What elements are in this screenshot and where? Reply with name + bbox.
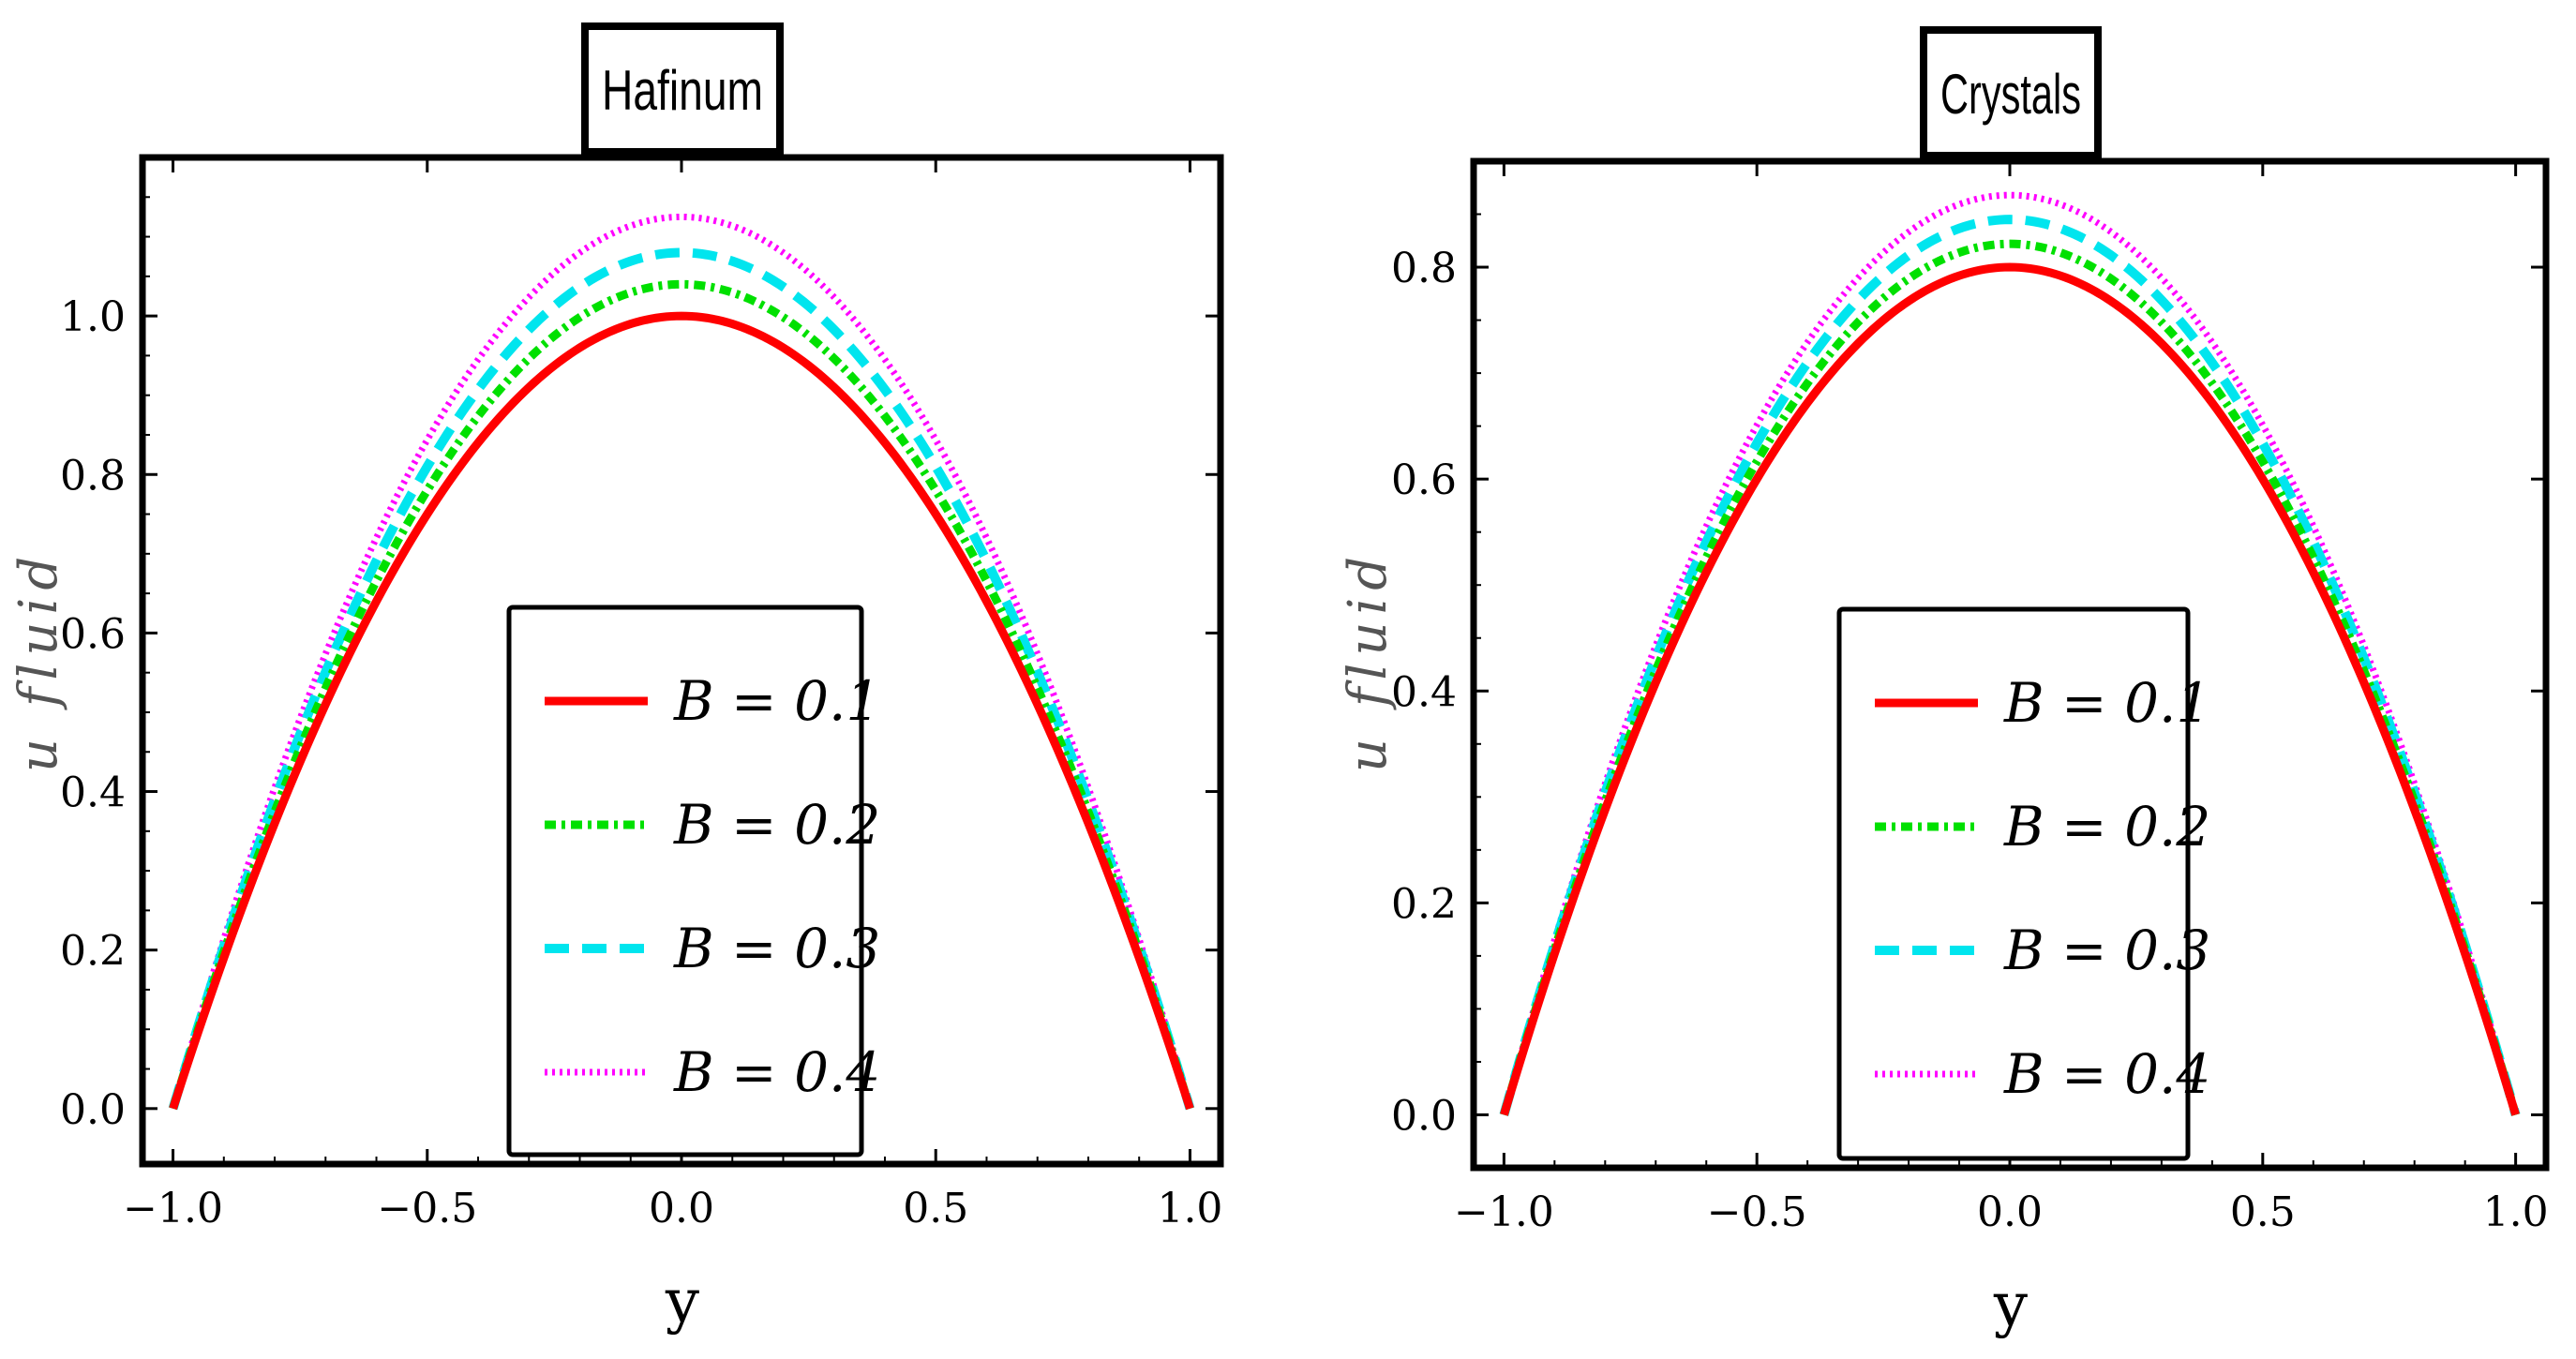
series-line-03 (1499, 215, 2521, 1116)
y-tick-label: 0.0 (1391, 1092, 1457, 1140)
x-tick-label: −1.0 (123, 1185, 223, 1232)
y-tick-label: 0.6 (1391, 456, 1457, 504)
x-axis-label: y (1993, 1271, 2028, 1340)
legend-label: B = 0.1 (673, 669, 880, 733)
y-tick-label: 0.2 (60, 928, 126, 976)
y-axis-label: u fluid (1338, 549, 1399, 772)
x-tick-label: −1.0 (1454, 1188, 1554, 1236)
y-tick-label: 0.0 (60, 1086, 126, 1134)
plot-area (1499, 191, 2521, 1116)
series-line-02 (1500, 239, 2520, 1116)
series-line-01 (169, 311, 1194, 1111)
chart-title: Crystals (1940, 63, 2081, 126)
legend-label: B = 0.3 (2003, 918, 2210, 982)
series-line-03 (168, 247, 1195, 1111)
x-tick-label: −0.5 (377, 1185, 477, 1232)
y-tick-label: 0.4 (1391, 668, 1457, 716)
series-line-01 (1500, 262, 2520, 1116)
title-box (581, 22, 784, 156)
y-tick-label: 0.8 (60, 452, 126, 500)
x-tick-label: 0.5 (903, 1185, 968, 1232)
legend-label: B = 0.2 (673, 793, 880, 857)
chart-title: Hafinum (602, 59, 763, 122)
title-box (1920, 26, 2102, 159)
plot-area (168, 213, 1195, 1111)
legend-label: B = 0.3 (673, 917, 880, 980)
y-tick-label: 0.2 (1391, 880, 1457, 928)
y-tick-label: 0.6 (60, 610, 126, 658)
chart-panel-crystals: −1.0 −0.5 0.0 0.5 1.0 0.0 0.2 0.4 0.6 0.8 y u fluid… (1338, 26, 2550, 1340)
x-tick-label: 1.0 (2483, 1188, 2549, 1236)
legend-label: B = 0.1 (2003, 671, 2210, 735)
x-tick-label: 1.0 (1157, 1185, 1222, 1232)
y-axis-label: u fluid (8, 549, 69, 772)
y-tick-label: 0.4 (60, 769, 126, 817)
legend: B = 0.1 B = 0.2 B = 0.3 B = 0.4 (1836, 606, 2210, 1161)
y-tick-label: 0.8 (1391, 245, 1457, 292)
legend-label: B = 0.4 (2003, 1042, 2210, 1106)
legend-label: B = 0.2 (2003, 795, 2210, 859)
x-tick-label: 0.0 (649, 1185, 714, 1232)
legend-box (506, 605, 864, 1157)
legend-label: B = 0.4 (673, 1040, 880, 1104)
series-line-02 (169, 279, 1194, 1111)
x-axis-label: y (665, 1267, 699, 1337)
x-tick-label: 0.5 (2230, 1188, 2296, 1236)
chart-panel-hafinum: −1.0 −0.5 0.0 0.5 1.0 0.0 0.2 0.4 0.6 0.8 1.0 y u fl… (8, 22, 1224, 1337)
legend-box (1836, 606, 2191, 1161)
y-tick-label: 1.0 (60, 293, 126, 341)
x-tick-label: −0.5 (1707, 1188, 1807, 1236)
legend: B = 0.1 B = 0.2 B = 0.3 B = 0.4 (506, 605, 880, 1157)
x-tick-label: 0.0 (1977, 1188, 2043, 1236)
